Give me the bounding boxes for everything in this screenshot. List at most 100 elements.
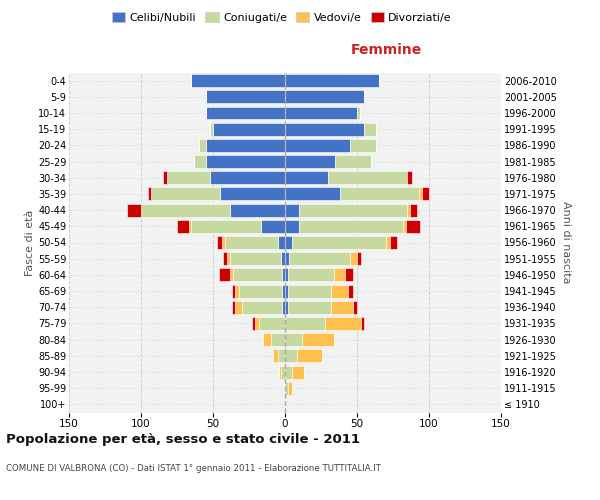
Bar <box>230 204 285 216</box>
Bar <box>206 90 285 104</box>
Bar <box>422 188 429 200</box>
Bar <box>224 236 278 249</box>
Bar <box>285 188 340 200</box>
Bar <box>285 106 357 120</box>
Bar <box>163 172 167 184</box>
Bar <box>288 382 292 394</box>
Bar <box>255 317 259 330</box>
Bar <box>177 220 188 233</box>
Bar <box>285 268 288 281</box>
Bar <box>328 172 407 184</box>
Bar <box>235 284 239 298</box>
Bar <box>167 172 210 184</box>
Bar <box>285 74 379 87</box>
Bar <box>334 268 346 281</box>
Bar <box>285 301 288 314</box>
Bar <box>285 204 299 216</box>
Bar <box>233 268 282 281</box>
Bar <box>285 220 299 233</box>
Bar <box>213 122 285 136</box>
Bar <box>292 366 304 378</box>
Bar <box>271 333 285 346</box>
Bar <box>285 155 335 168</box>
Bar <box>188 220 191 233</box>
Bar <box>285 366 292 378</box>
Bar <box>217 236 221 249</box>
Bar <box>357 252 361 265</box>
Bar <box>199 139 206 152</box>
Bar <box>282 284 285 298</box>
Bar <box>232 284 235 298</box>
Bar <box>206 139 285 152</box>
Bar <box>223 252 227 265</box>
Bar <box>260 220 285 233</box>
Bar <box>281 366 285 378</box>
Bar <box>235 301 242 314</box>
Bar <box>419 188 422 200</box>
Bar <box>285 139 350 152</box>
Bar <box>232 301 235 314</box>
Y-axis label: Fasce di età: Fasce di età <box>25 210 35 276</box>
Bar <box>239 284 282 298</box>
Bar <box>141 204 230 216</box>
Bar <box>288 284 331 298</box>
Bar <box>285 317 325 330</box>
Bar <box>274 350 278 362</box>
Bar <box>353 301 357 314</box>
Bar <box>350 139 376 152</box>
Bar <box>357 106 360 120</box>
Bar <box>285 350 296 362</box>
Bar <box>259 317 285 330</box>
Bar <box>350 252 357 265</box>
Bar <box>282 301 285 314</box>
Bar <box>288 301 331 314</box>
Bar <box>191 220 260 233</box>
Bar <box>210 172 285 184</box>
Bar <box>331 284 349 298</box>
Bar <box>148 188 151 200</box>
Bar <box>292 236 386 249</box>
Legend: Celibi/Nubili, Coniugati/e, Vedovi/e, Divorziati/e: Celibi/Nubili, Coniugati/e, Vedovi/e, Di… <box>107 8 457 28</box>
Bar <box>151 188 220 200</box>
Bar <box>285 172 328 184</box>
Bar <box>349 284 353 298</box>
Bar <box>284 382 285 394</box>
Bar <box>206 155 285 168</box>
Bar <box>227 252 230 265</box>
Bar <box>407 204 410 216</box>
Bar <box>288 268 334 281</box>
Bar <box>364 122 376 136</box>
Bar <box>206 106 285 120</box>
Text: Popolazione per età, sesso e stato civile - 2011: Popolazione per età, sesso e stato civil… <box>6 432 360 446</box>
Bar <box>299 204 407 216</box>
Bar <box>281 252 285 265</box>
Bar <box>331 301 353 314</box>
Bar <box>127 204 141 216</box>
Bar <box>289 252 350 265</box>
Y-axis label: Anni di nascita: Anni di nascita <box>560 201 571 283</box>
Bar <box>325 317 361 330</box>
Bar <box>282 268 285 281</box>
Text: Femmine: Femmine <box>351 43 422 57</box>
Bar <box>296 350 322 362</box>
Bar <box>242 301 282 314</box>
Bar <box>278 236 285 249</box>
Text: COMUNE DI VALBRONA (CO) - Dati ISTAT 1° gennaio 2011 - Elaborazione TUTTITALIA.I: COMUNE DI VALBRONA (CO) - Dati ISTAT 1° … <box>6 464 381 473</box>
Bar <box>340 188 419 200</box>
Bar <box>230 268 233 281</box>
Bar <box>403 220 406 233</box>
Bar <box>252 317 255 330</box>
Bar <box>221 236 224 249</box>
Bar <box>285 122 364 136</box>
Bar <box>390 236 397 249</box>
Bar <box>285 284 288 298</box>
Bar <box>335 155 371 168</box>
Bar <box>299 220 403 233</box>
Bar <box>285 333 302 346</box>
Bar <box>210 122 213 136</box>
Bar <box>406 220 421 233</box>
Bar <box>279 366 281 378</box>
Bar <box>285 382 288 394</box>
Bar <box>263 333 271 346</box>
Bar <box>230 252 281 265</box>
